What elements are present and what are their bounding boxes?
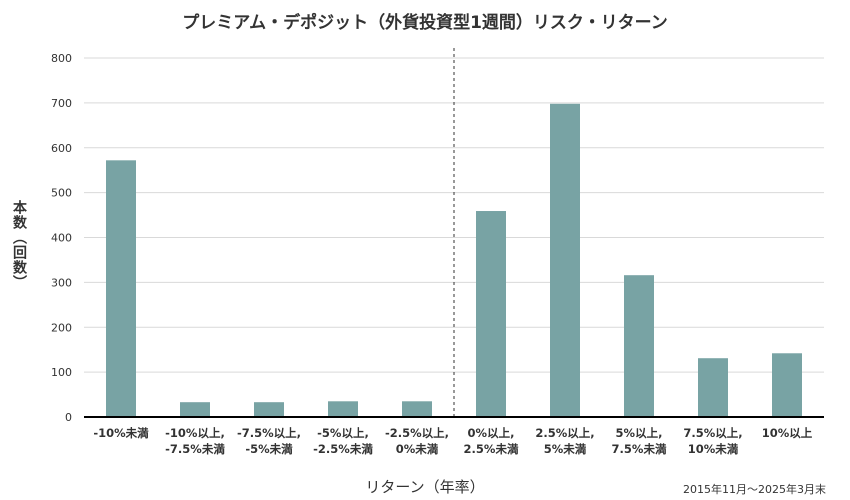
- x-category-label: 10%未満: [688, 442, 739, 456]
- y-tick-label: 300: [51, 276, 72, 289]
- x-category-label: 10%以上: [762, 426, 813, 440]
- y-tick-label: 100: [51, 366, 72, 379]
- x-category-label: 2.5%以上,: [535, 426, 594, 440]
- y-tick-label: 600: [51, 142, 72, 155]
- x-category-label: 5%以上,: [616, 426, 663, 440]
- x-axis-title: リターン（年率）: [365, 478, 485, 496]
- x-category-label: 2.5%未満: [464, 442, 519, 456]
- x-category-label: 0%以上,: [468, 426, 515, 440]
- period-note: 2015年11月〜2025年3月末: [683, 483, 826, 496]
- bar: [254, 402, 284, 417]
- x-category-label: -5%未満: [245, 442, 293, 456]
- y-axis-title: 本数（回数）: [11, 200, 27, 290]
- x-category-label: -10%未満: [93, 426, 149, 440]
- chart-title: プレミアム・デポジット（外貨投資型1週間）リスク・リターン: [182, 13, 668, 33]
- bar: [624, 275, 654, 417]
- y-tick-label: 400: [51, 232, 72, 245]
- bar: [402, 401, 432, 417]
- x-category-label: -7.5%以上,: [237, 426, 301, 440]
- x-category-label: -2.5%未満: [313, 442, 373, 456]
- y-tick-label: 200: [51, 321, 72, 334]
- bar: [550, 103, 580, 418]
- y-tick-label: 700: [51, 97, 72, 110]
- bar: [180, 402, 210, 417]
- x-category-label: 5%未満: [544, 442, 587, 456]
- x-category-label: 7.5%以上,: [683, 426, 742, 440]
- y-tick-label: 500: [51, 187, 72, 200]
- x-category-label: -10%以上,: [165, 426, 225, 440]
- bar: [328, 401, 358, 417]
- bar: [106, 160, 136, 417]
- x-category-label: 0%未満: [396, 442, 439, 456]
- bar: [476, 211, 506, 417]
- x-category-label: -7.5%未満: [165, 442, 225, 456]
- x-category-label: -5%以上,: [317, 426, 369, 440]
- y-tick-label: 0: [65, 411, 72, 424]
- x-category-label: 7.5%未満: [612, 442, 667, 456]
- x-category-label: -2.5%以上,: [385, 426, 449, 440]
- bar: [772, 353, 802, 417]
- y-tick-label: 800: [51, 52, 72, 65]
- bar: [698, 358, 728, 417]
